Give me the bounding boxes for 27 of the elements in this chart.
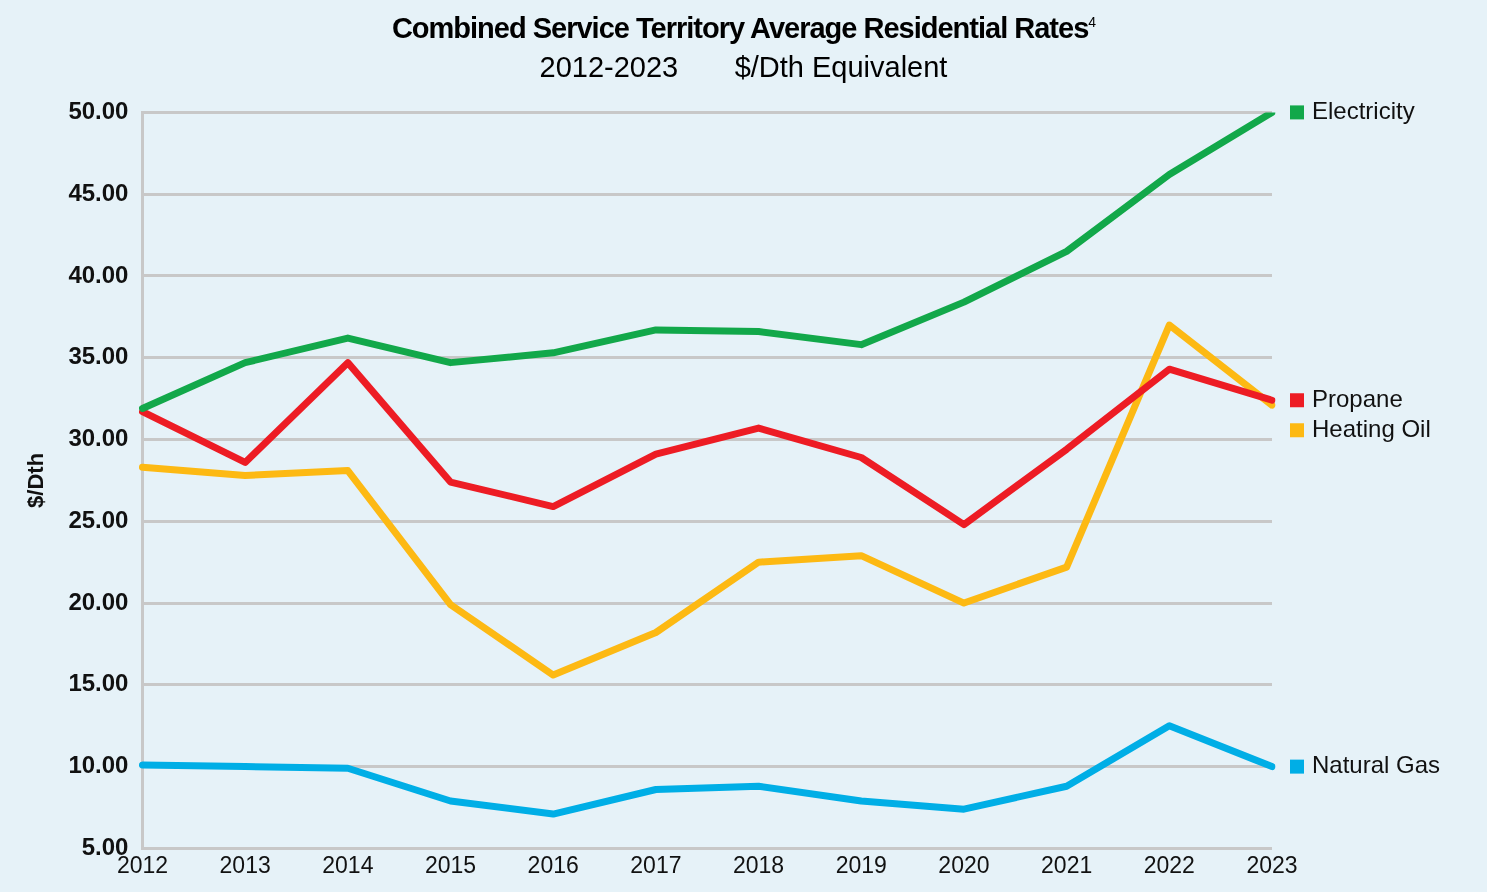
y-tick-label: 50.00 xyxy=(68,97,129,125)
y-tick-label: 20.00 xyxy=(68,587,129,615)
y-tick-label: 35.00 xyxy=(68,342,129,370)
y-tick-label: 15.00 xyxy=(68,669,129,697)
y-tick-label: 45.00 xyxy=(68,178,129,206)
x-tick-label: 2021 xyxy=(1041,851,1093,878)
y-tick-label: 40.00 xyxy=(68,260,129,288)
legend-label: Natural Gas xyxy=(1312,751,1441,779)
x-tick-label: 2017 xyxy=(630,851,682,878)
y-axis-title: $/Dth xyxy=(23,452,49,508)
legend-label: Heating Oil xyxy=(1312,414,1431,442)
x-tick-label: 2019 xyxy=(835,851,887,878)
x-tick-label: 2015 xyxy=(424,851,477,878)
x-tick-label: 2013 xyxy=(219,851,271,878)
y-tick-label: 30.00 xyxy=(68,424,129,452)
chart-subtitle: 2012-2023 $/Dth Equivalent xyxy=(538,51,949,84)
x-tick-label: 2022 xyxy=(1143,851,1195,878)
y-tick-label: 25.00 xyxy=(68,505,129,533)
y-tick-label: 10.00 xyxy=(68,751,129,779)
x-tick-label: 2016 xyxy=(527,851,579,878)
chart-title: Combined Service Territory Average Residential Rates$^{4}$ xyxy=(390,12,1097,45)
legend-label: Electricity xyxy=(1312,97,1415,125)
x-tick-label: 2014 xyxy=(322,851,374,878)
x-tick-label: 2023 xyxy=(1246,851,1298,878)
x-tick-label: 2018 xyxy=(732,851,785,878)
legend-label: Propane xyxy=(1312,384,1403,412)
x-tick-label: 2020 xyxy=(938,851,990,878)
